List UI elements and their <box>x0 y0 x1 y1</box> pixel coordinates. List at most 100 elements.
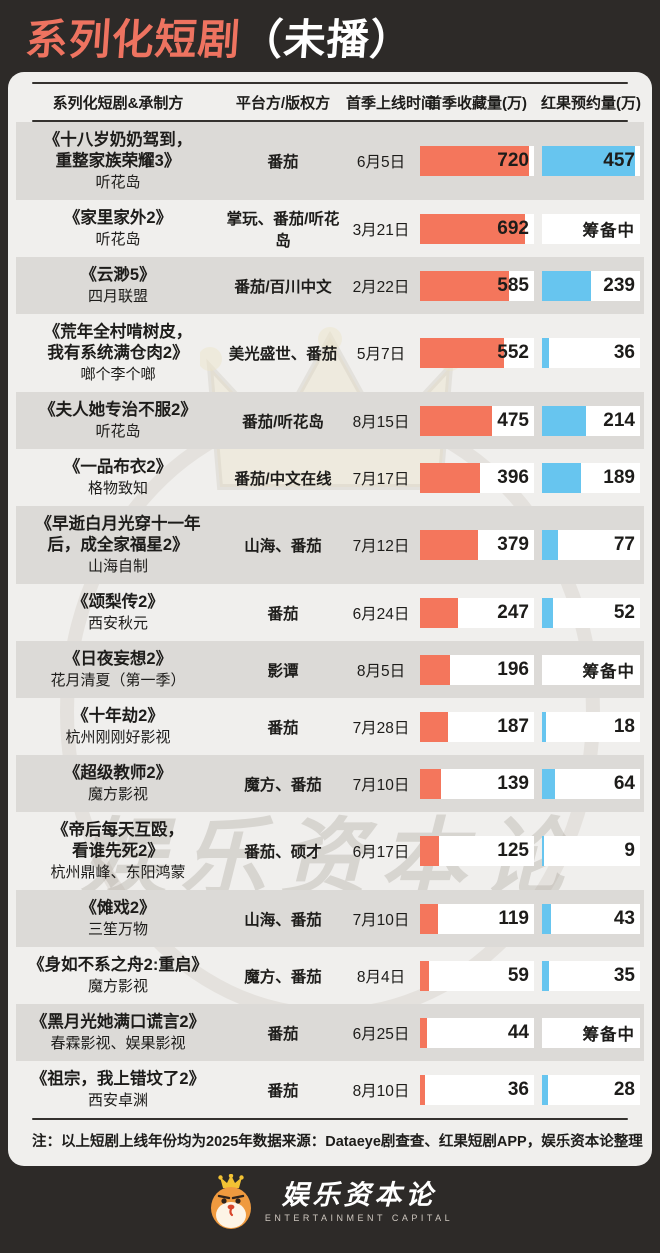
favorites-cell: 396 <box>416 462 538 493</box>
release-date: 7月10日 <box>352 776 410 794</box>
drama-name-cell: 《颂梨传2》 西安秋元 <box>16 592 220 634</box>
header-top-rule <box>32 82 628 84</box>
drama-title-line: 《荒年全村啃树皮， <box>43 322 193 341</box>
release-date: 8月4日 <box>356 968 406 986</box>
reservations-cell: 18 <box>538 711 644 742</box>
table-row: 《家里家外2》 听花岛 掌玩、番茄/听花岛 3月21日 692 筹备中 <box>16 200 644 257</box>
mascot-chick-icon <box>210 1174 251 1229</box>
drama-name-cell: 《早逝白月光穿十一年 后，成全家福星2》 山海自制 <box>16 514 220 577</box>
reservations-bar-fill <box>542 597 553 628</box>
reservations-cell: 9 <box>538 836 644 866</box>
table-row: 《帝后每天互殴， 看谁先死2》 杭州鼎峰、东阳鸿蒙 番茄、硕才 6月17日 125 9 <box>16 812 644 890</box>
drama-title-line: 《颂梨传2》 <box>72 592 164 611</box>
reservations-cell: 28 <box>538 1074 644 1105</box>
favorites-bar: 187 <box>420 711 534 742</box>
footnote-source: 数据来源：Dataeye剧查查、红果短剧APP，娱乐资本论整理 <box>252 1133 643 1150</box>
page-title-main: 系列化短剧 <box>24 15 243 63</box>
reservations-bar: 239 <box>542 270 640 301</box>
favorites-cell: 119 <box>416 903 538 934</box>
favorites-bar: 720 <box>420 146 534 176</box>
drama-name-cell: 《夫人她专治不服2》 听花岛 <box>16 400 220 442</box>
drama-title: 《超级教师2》 <box>16 763 220 784</box>
producer-name: 杭州刚刚好影视 <box>65 728 171 746</box>
reservations-bar: 64 <box>542 768 640 799</box>
drama-title-line: 《云渺5》 <box>80 265 156 284</box>
drama-title-line: 《黑月光她满口谎言2》 <box>30 1012 206 1031</box>
favorites-bar-fill <box>420 462 481 493</box>
page-title-suffix: （未播） <box>239 15 415 63</box>
reservations-bar: 28 <box>542 1074 640 1105</box>
reservations-value: 36 <box>613 342 635 363</box>
favorites-value: 119 <box>498 907 529 929</box>
producer-name: 听花岛 <box>95 422 141 440</box>
drama-title-line: 《日夜妄想2》 <box>63 649 173 668</box>
favorites-value: 379 <box>497 534 529 555</box>
drama-title-line: 《十年劫2》 <box>72 706 164 725</box>
drama-title-line: 看谁先死2》 <box>72 841 164 860</box>
drama-title: 《日夜妄想2》 <box>16 649 220 670</box>
favorites-bar: 196 <box>420 654 534 685</box>
producer-name: 魔方影视 <box>87 977 148 995</box>
favorites-cell: 59 <box>416 960 538 991</box>
release-date: 7月17日 <box>352 470 410 488</box>
reservations-bar-fill <box>542 146 636 176</box>
favorites-bar-fill <box>420 654 450 685</box>
favorites-cell: 552 <box>416 338 538 368</box>
favorites-bar-fill <box>420 768 442 799</box>
reservations-value: 189 <box>603 466 635 488</box>
table-row: 《云渺5》 四月联盟 番茄/百川中文 2月22日 585 239 <box>16 257 644 314</box>
favorites-value: 125 <box>497 840 529 861</box>
drama-title-line: 《祖宗，我上错坟了2》 <box>30 1069 206 1088</box>
platform-name: 美光盛世、番茄 <box>228 346 338 363</box>
producer-name: 三笙万物 <box>87 920 148 938</box>
favorites-bar: 59 <box>420 960 534 991</box>
drama-title-line: 《超级教师2》 <box>63 763 173 782</box>
reservations-bar: 214 <box>542 405 640 436</box>
reservations-cell: 239 <box>538 270 644 301</box>
producer-name: 四月联盟 <box>87 287 148 305</box>
favorites-bar: 379 <box>420 530 534 560</box>
table-row: 《祖宗，我上错坟了2》 西安卓渊 番茄 8月10日 36 28 <box>16 1061 644 1118</box>
drama-title: 《祖宗，我上错坟了2》 <box>16 1069 220 1090</box>
col-header-reservations: 红果预约量(万) <box>541 94 641 112</box>
favorites-bar-fill <box>420 836 439 866</box>
producer-name: 西安秋元 <box>87 614 148 632</box>
favorites-bar: 475 <box>420 405 534 436</box>
drama-name-cell: 《黑月光她满口谎言2》 春霖影视、娱果影视 <box>16 1012 220 1054</box>
favorites-cell: 44 <box>416 1017 538 1048</box>
favorites-value: 247 <box>497 601 529 623</box>
favorites-bar: 44 <box>420 1017 534 1048</box>
release-date: 5月7日 <box>356 346 406 363</box>
col-header-favorites: 首季收藏量(万) <box>427 94 527 112</box>
drama-title-line: 《身如不系之舟2:重启》 <box>28 955 208 974</box>
favorites-cell: 139 <box>416 768 538 799</box>
reservations-value: 64 <box>613 772 635 794</box>
drama-name-cell: 《一品布衣2》 格物致知 <box>16 457 220 499</box>
reservations-bar: 9 <box>542 836 640 866</box>
release-date: 7月12日 <box>352 538 410 555</box>
release-date: 8月5日 <box>356 662 406 680</box>
reservations-bar-fill <box>542 960 550 991</box>
table-header: 系列化短剧&承制方 平台方/版权方 首季上线时间 首季收藏量(万) 红果预约量(… <box>16 84 644 120</box>
reservations-bar: 52 <box>542 597 640 628</box>
drama-name-cell: 《帝后每天互殴， 看谁先死2》 杭州鼎峰、东阳鸿蒙 <box>16 820 220 883</box>
platform-name: 番茄/听花岛 <box>242 413 324 431</box>
favorites-bar-fill <box>420 270 509 301</box>
drama-title-line: 《早逝白月光穿十一年 <box>35 514 201 533</box>
drama-title-line: 《一品布衣2》 <box>63 457 173 476</box>
reservations-bar-fill <box>542 1074 548 1105</box>
drama-name-cell: 《十年劫2》 杭州刚刚好影视 <box>16 706 220 748</box>
favorites-cell: 125 <box>416 836 538 866</box>
reservations-bar-fill <box>542 903 551 934</box>
drama-name-cell: 《日夜妄想2》 花月清夏（第一季） <box>16 649 220 691</box>
drama-title: 《家里家外2》 <box>16 208 220 229</box>
drama-title: 《身如不系之舟2:重启》 <box>16 955 220 976</box>
producer-name: 杭州鼎峰、东阳鸿蒙 <box>50 863 186 881</box>
reservations-value: 35 <box>613 964 635 986</box>
drama-name-cell: 《超级教师2》 魔方影视 <box>16 763 220 805</box>
release-date: 7月10日 <box>352 911 410 929</box>
drama-title: 《傩戏2》 <box>16 898 220 919</box>
col-header-series: 系列化短剧&承制方 <box>52 94 184 112</box>
release-date: 3月21日 <box>352 221 410 239</box>
